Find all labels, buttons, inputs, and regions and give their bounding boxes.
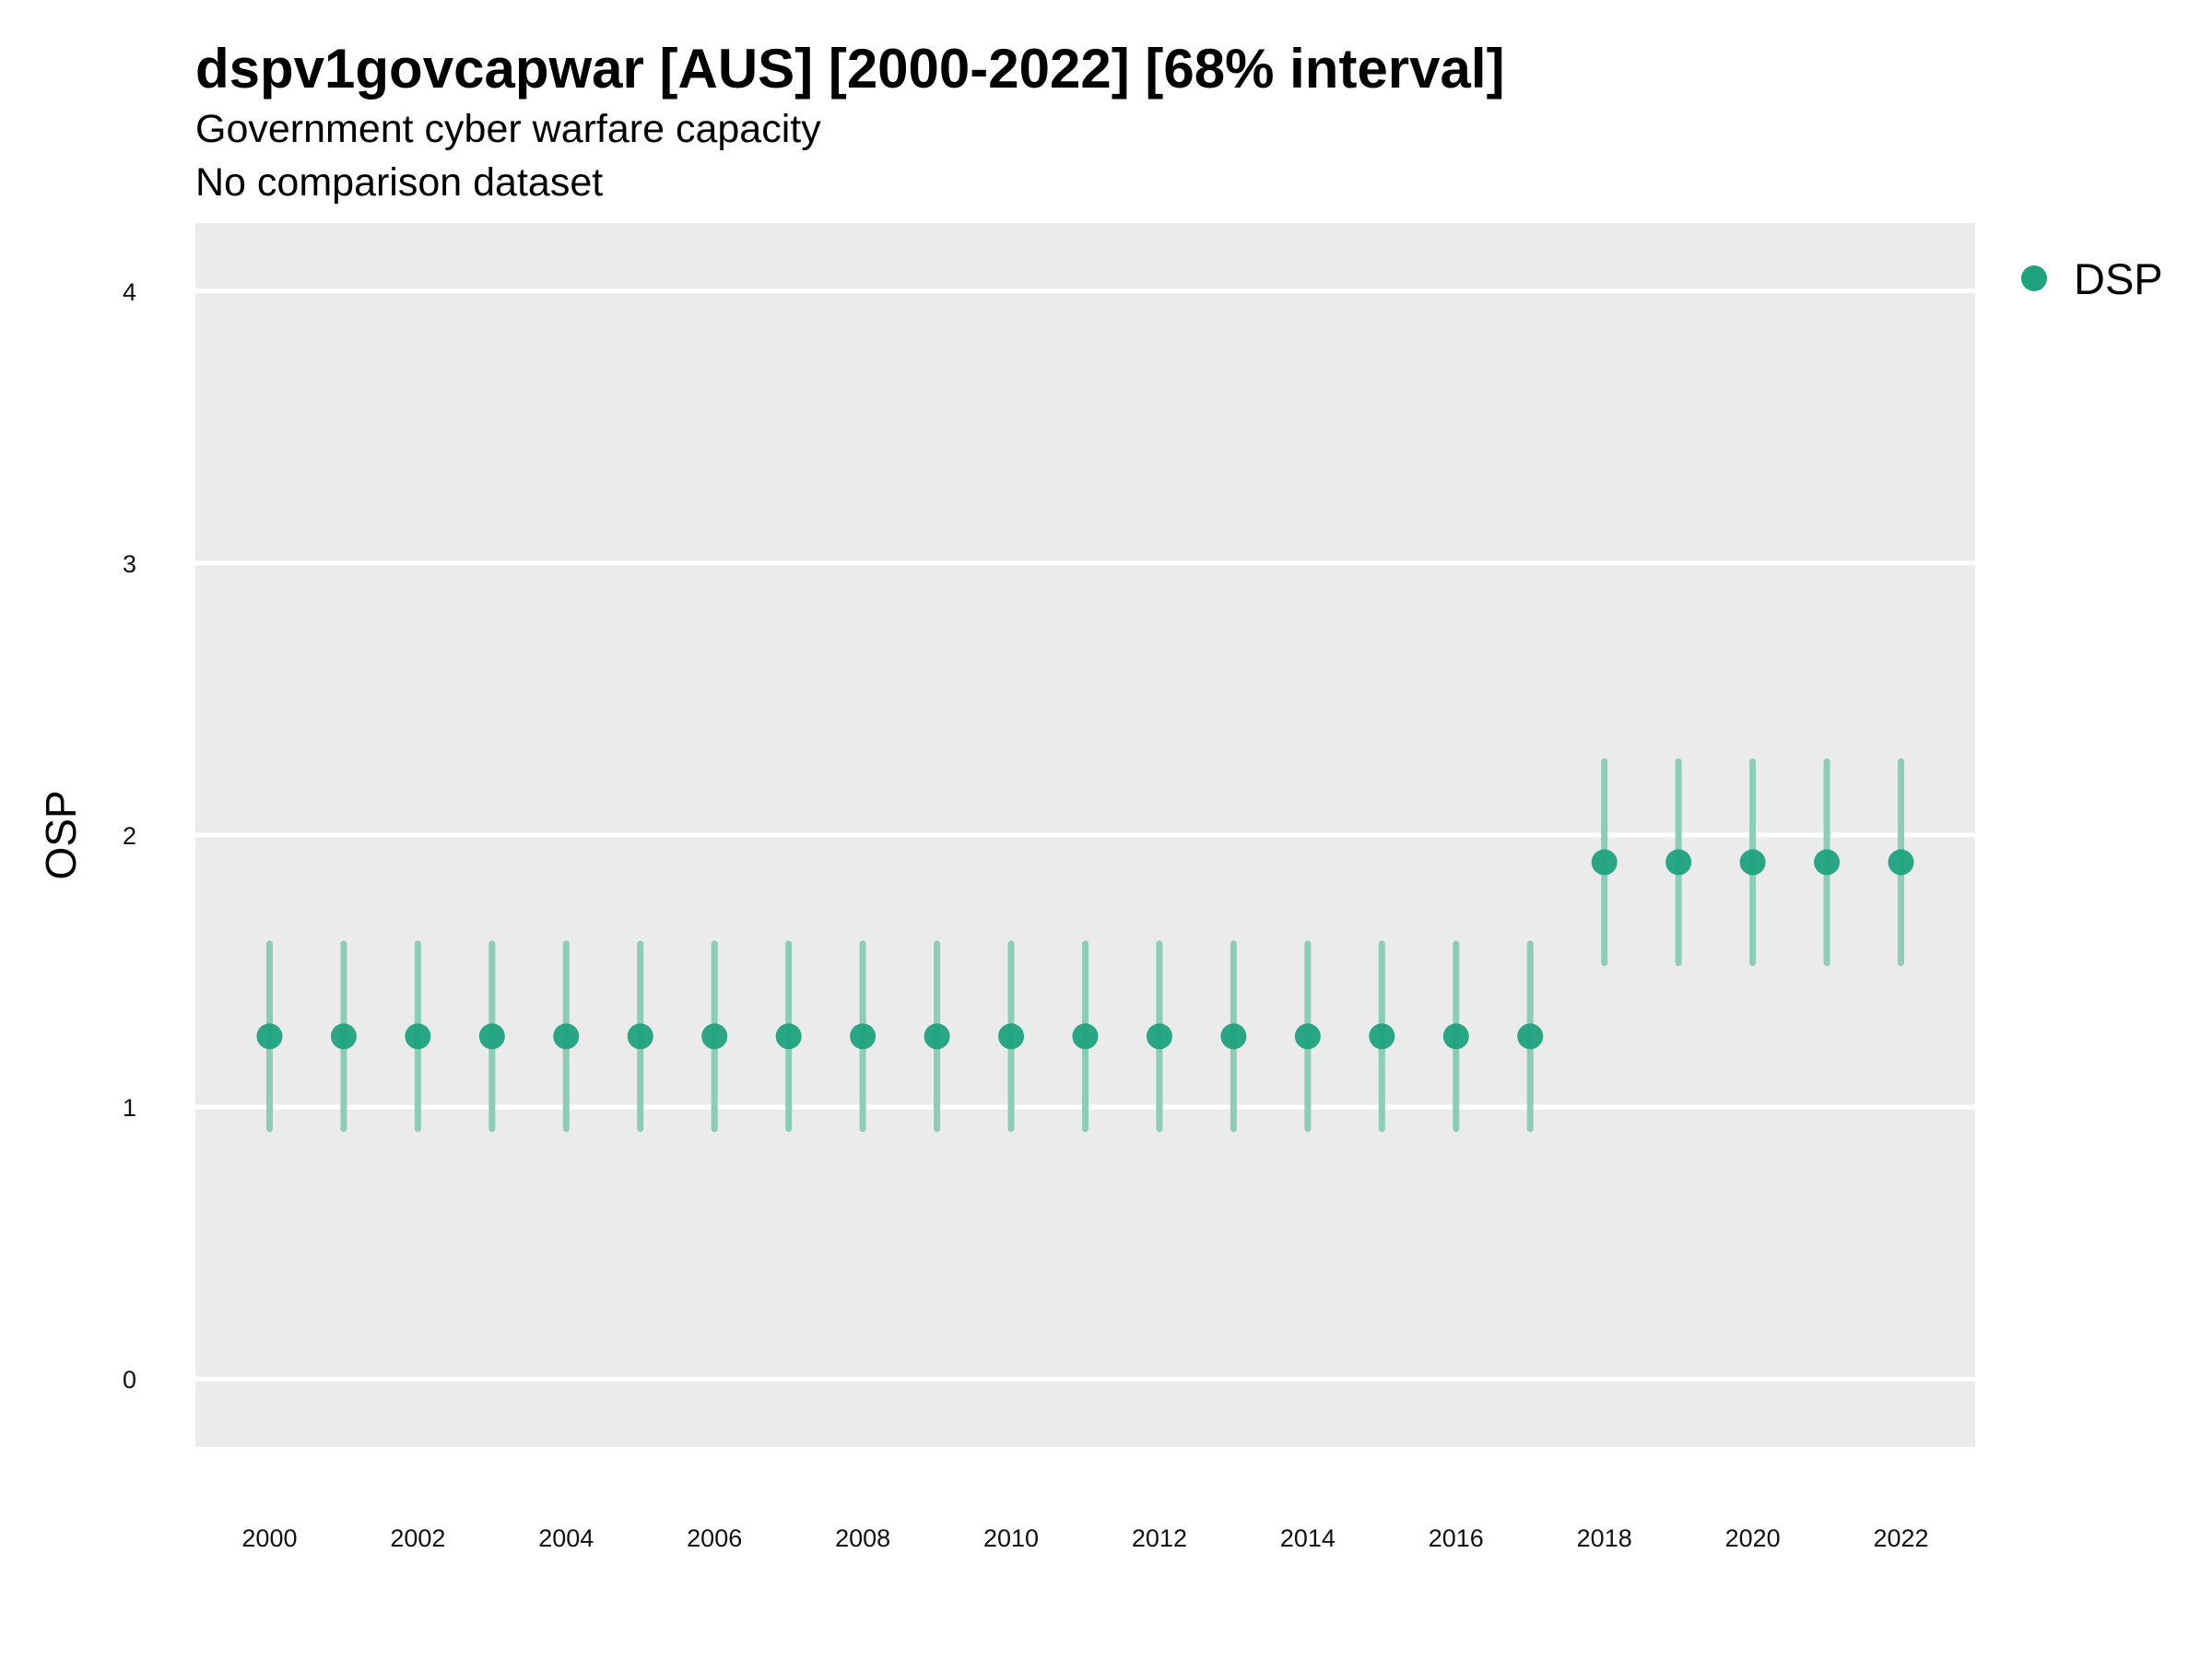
- x-tick-label: 2000: [241, 1524, 297, 1552]
- data-point: [850, 1023, 877, 1050]
- y-tick-label: 3: [123, 550, 136, 578]
- data-point: [1591, 849, 1618, 876]
- x-tick-label: 2014: [1280, 1524, 1335, 1552]
- y-tick-label: 4: [123, 278, 136, 306]
- data-point: [775, 1023, 802, 1050]
- data-point: [1220, 1023, 1247, 1050]
- y-tick-label: 2: [123, 822, 136, 850]
- data-point: [405, 1023, 431, 1050]
- y-tick-label: 0: [123, 1366, 136, 1394]
- data-point: [553, 1023, 580, 1050]
- x-tick-label: 2008: [835, 1524, 890, 1552]
- data-point: [1665, 849, 1692, 876]
- y-axis-label: OSP: [37, 790, 85, 879]
- x-tick-label: 2012: [1132, 1524, 1187, 1552]
- chart-title: dspv1govcapwar [AUS] [2000-2022] [68% in…: [195, 38, 1505, 100]
- data-point: [1442, 1023, 1469, 1050]
- data-point: [998, 1023, 1025, 1050]
- x-tick-label: 2004: [538, 1524, 594, 1552]
- data-point: [256, 1023, 283, 1050]
- x-tick-label: 2002: [390, 1524, 445, 1552]
- data-point: [1739, 849, 1766, 876]
- legend: DSP: [2021, 254, 2163, 303]
- data-point: [1146, 1023, 1172, 1050]
- x-tick-label: 2010: [983, 1524, 1039, 1552]
- x-tick-label: 2006: [687, 1524, 742, 1552]
- y-axis-ticks: 0 1 2 3 4: [123, 278, 136, 1394]
- data-point: [1369, 1023, 1395, 1050]
- chart-subtitle: Government cyber warfare capacity: [195, 107, 821, 151]
- data-point: [1888, 849, 1914, 876]
- data-point: [478, 1023, 505, 1050]
- data-point: [1072, 1023, 1099, 1050]
- data-point: [701, 1023, 728, 1050]
- x-axis-ticks: 2000 2002 2004 2006 2008 2010 2012 2014 2016 2018…: [241, 1524, 1928, 1552]
- x-tick-label: 2022: [1874, 1524, 1929, 1552]
- data-point: [924, 1023, 950, 1050]
- legend-label: DSP: [2074, 254, 2163, 303]
- x-tick-label: 2018: [1577, 1524, 1632, 1552]
- x-tick-label: 2020: [1725, 1524, 1781, 1552]
- data-point: [1517, 1023, 1544, 1050]
- point-series: [256, 849, 1914, 1050]
- data-point: [1294, 1023, 1321, 1050]
- x-tick-label: 2016: [1429, 1524, 1484, 1552]
- data-point: [1814, 849, 1841, 876]
- legend-key: [2021, 265, 2047, 291]
- data-point: [330, 1023, 357, 1050]
- chart-caption: No comparison dataset: [195, 160, 604, 205]
- y-tick-label: 1: [123, 1094, 136, 1122]
- data-point: [627, 1023, 653, 1050]
